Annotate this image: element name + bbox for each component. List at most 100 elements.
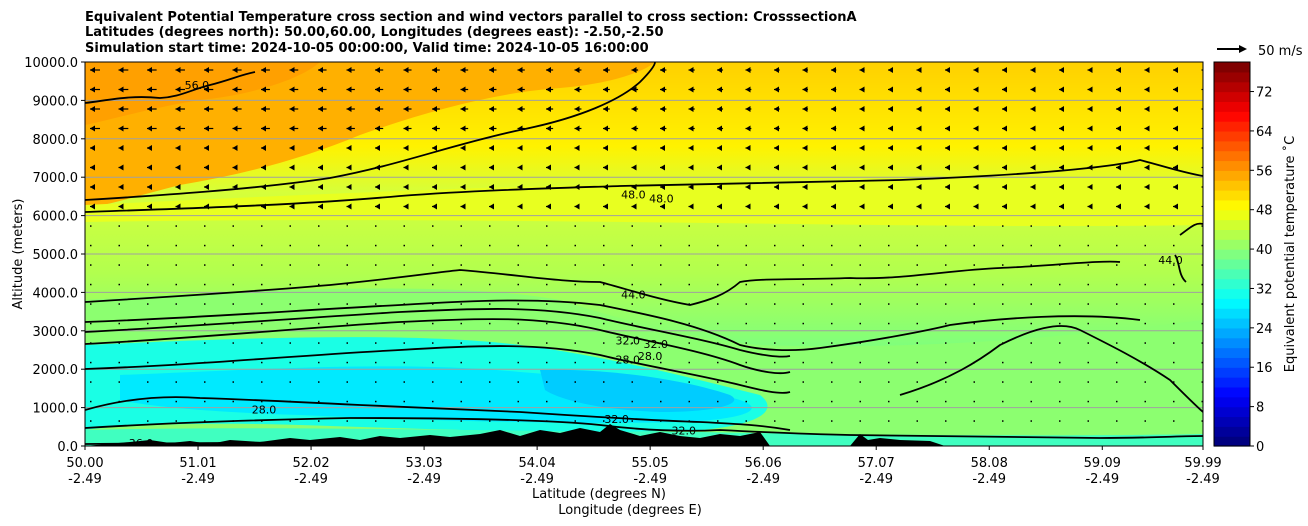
contour-32 bbox=[85, 318, 791, 375]
wind-vector bbox=[147, 342, 149, 344]
wind-vector bbox=[859, 86, 865, 93]
wind-vector bbox=[261, 361, 263, 364]
contour-label: 48.0 bbox=[621, 188, 646, 201]
wind-vector bbox=[318, 164, 323, 171]
wind-vector bbox=[175, 303, 177, 305]
wind-vector bbox=[1002, 264, 1004, 266]
wind-vector bbox=[460, 184, 466, 190]
wind-vector bbox=[831, 106, 837, 112]
wind-vector bbox=[1144, 283, 1146, 286]
colorbar-band bbox=[1214, 111, 1250, 122]
wind-vector bbox=[204, 244, 206, 247]
wind-vector bbox=[90, 125, 100, 132]
wind-vector bbox=[118, 106, 129, 112]
wind-vector bbox=[1002, 106, 1007, 112]
wind-vector bbox=[346, 67, 355, 73]
wind-vector bbox=[574, 125, 582, 132]
wind-vector bbox=[346, 203, 352, 210]
wind-vector bbox=[1059, 322, 1061, 325]
wind-vector bbox=[1173, 420, 1175, 422]
wind-vector bbox=[460, 244, 462, 247]
x-tick-label-lon: -2.49 bbox=[633, 472, 667, 487]
wind-vector bbox=[118, 184, 124, 190]
wind-vector bbox=[688, 400, 690, 403]
wind-vector bbox=[574, 322, 576, 325]
contour-label: 28.0 bbox=[252, 404, 277, 417]
contour-32-low bbox=[85, 417, 1203, 439]
wind-vector bbox=[631, 303, 633, 305]
wind-vector bbox=[1002, 381, 1004, 383]
wind-vector bbox=[1030, 420, 1032, 422]
wind-vector bbox=[574, 342, 576, 344]
wind-vector bbox=[973, 106, 979, 112]
wind-vector bbox=[660, 125, 667, 132]
wind-vector bbox=[346, 106, 355, 112]
wind-vector bbox=[859, 244, 861, 247]
wind-vector bbox=[603, 164, 608, 171]
wind-vector bbox=[403, 420, 405, 422]
wind-vector bbox=[888, 67, 893, 73]
wind-vector bbox=[945, 322, 947, 325]
wind-vector bbox=[232, 303, 234, 305]
wind-vector bbox=[489, 400, 491, 403]
wind-vector bbox=[660, 264, 662, 266]
wind-vector bbox=[318, 67, 327, 73]
wind-vector bbox=[118, 244, 120, 247]
wind-vector bbox=[1059, 420, 1061, 422]
wind-vector bbox=[973, 361, 975, 364]
wind-vector bbox=[916, 86, 922, 93]
wind-vector bbox=[489, 145, 494, 151]
wind-vector bbox=[1002, 244, 1004, 247]
wind-vector bbox=[90, 164, 95, 171]
wind-vector bbox=[973, 145, 979, 151]
wind-vector bbox=[660, 420, 662, 422]
y-axis-ticks: 0.0 1000.0 2000.0 3000.0 4000.0 5000.0 6000.0 7… bbox=[24, 56, 85, 455]
wind-vector bbox=[631, 342, 633, 344]
wind-vector bbox=[204, 400, 206, 403]
y-tick-label: 5000.0 bbox=[33, 248, 79, 263]
colorbar-band bbox=[1214, 219, 1250, 230]
wind-vector bbox=[147, 67, 157, 73]
wind-vector bbox=[916, 106, 922, 112]
wind-vector bbox=[460, 125, 469, 132]
wind-vector bbox=[1173, 225, 1175, 227]
wind-vector bbox=[916, 400, 918, 403]
wind-vector bbox=[916, 361, 918, 364]
wind-vector bbox=[289, 381, 291, 383]
wind-vector bbox=[1201, 361, 1203, 364]
wind-vector bbox=[688, 342, 690, 344]
wind-vector bbox=[688, 244, 690, 247]
colorbar-band bbox=[1214, 150, 1250, 162]
wind-vector bbox=[489, 125, 497, 132]
wind-vector bbox=[1030, 184, 1036, 190]
wind-vector bbox=[717, 164, 722, 171]
wind-vector bbox=[403, 361, 405, 364]
wind-vector bbox=[745, 303, 747, 305]
x-tick-label-lat: 59.99 bbox=[1184, 456, 1221, 471]
wind-vector bbox=[774, 322, 776, 325]
contour-label: 48.0 bbox=[649, 192, 674, 205]
y-tick-label: 4000.0 bbox=[33, 286, 79, 301]
wind-vector bbox=[546, 67, 554, 73]
wind-vector bbox=[261, 264, 263, 266]
wind-vector bbox=[859, 106, 865, 112]
wind-vector bbox=[318, 400, 320, 403]
wind-vector bbox=[916, 225, 918, 227]
wind-vector bbox=[1087, 244, 1089, 247]
wind-vector bbox=[90, 303, 92, 305]
wind-vector bbox=[261, 164, 266, 171]
wind-vector bbox=[460, 203, 466, 210]
wind-vector bbox=[375, 361, 377, 364]
wind-vector bbox=[1144, 400, 1146, 403]
wind-vector bbox=[973, 184, 979, 190]
wind-vector bbox=[289, 145, 295, 151]
colorbar-band bbox=[1214, 337, 1250, 349]
wind-vector bbox=[1087, 203, 1093, 210]
wind-vector bbox=[859, 125, 865, 132]
colorbar-band bbox=[1214, 130, 1250, 142]
wind-vector bbox=[973, 225, 975, 227]
wind-vector bbox=[118, 203, 124, 210]
contour-28 bbox=[85, 345, 791, 394]
wind-vector bbox=[574, 420, 576, 422]
wind-vector bbox=[546, 264, 548, 266]
